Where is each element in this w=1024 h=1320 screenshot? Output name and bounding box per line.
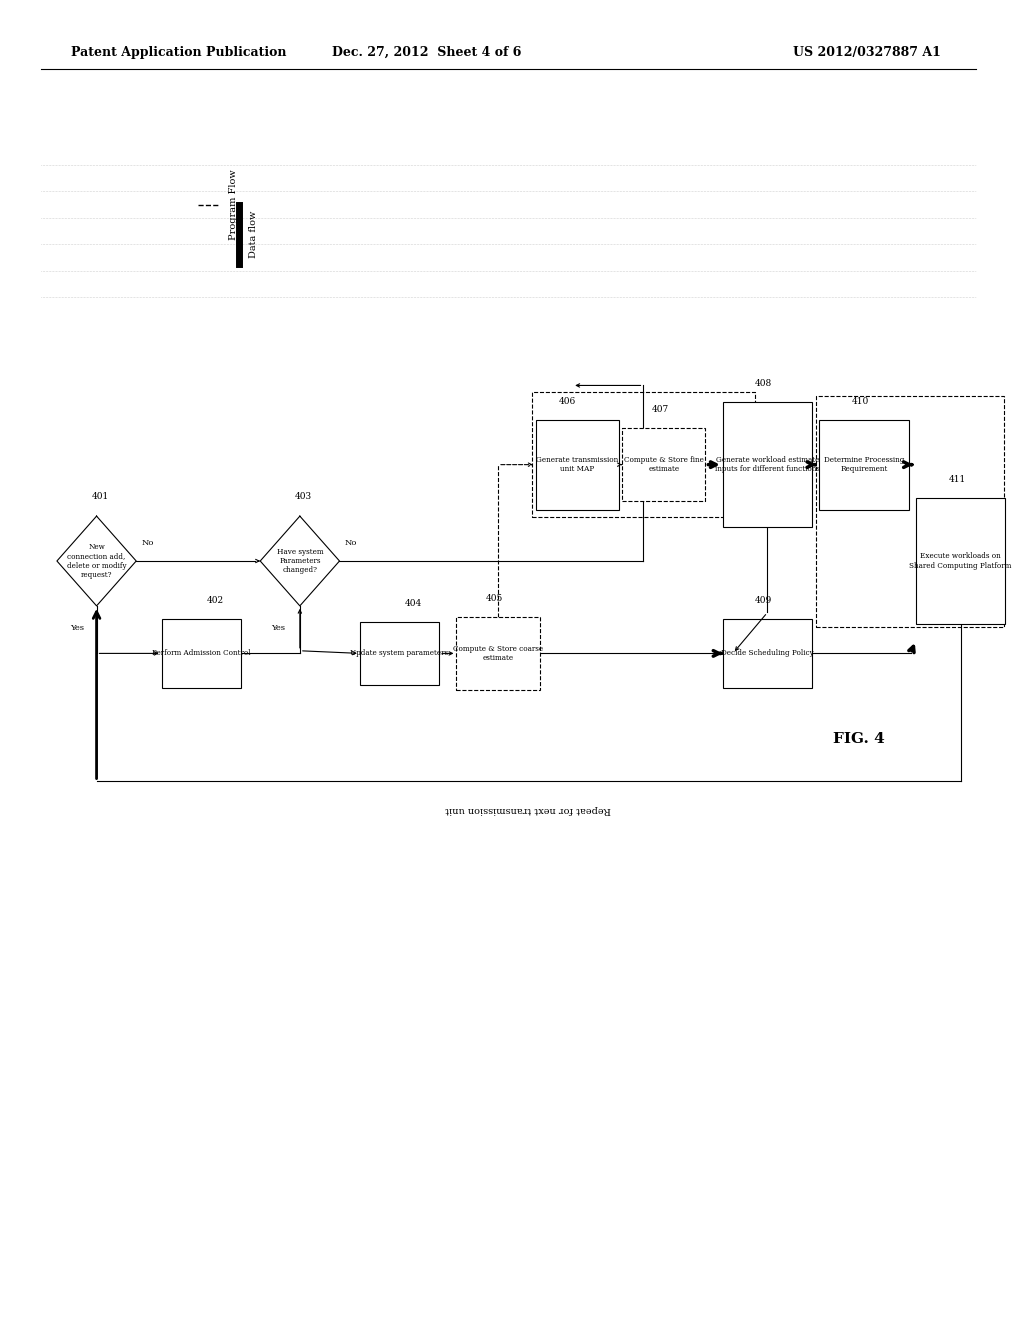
Text: Determine Processing
Requirement: Determine Processing Requirement xyxy=(823,455,904,474)
Text: Generate transmission
unit MAP: Generate transmission unit MAP xyxy=(537,455,618,474)
Text: Compute & Store coarse
estimate: Compute & Store coarse estimate xyxy=(453,644,543,663)
Text: No: No xyxy=(141,539,154,548)
Text: 411: 411 xyxy=(948,475,966,484)
Text: Update system parameters: Update system parameters xyxy=(350,649,449,657)
Text: Repeat for next transmission unit: Repeat for next transmission unit xyxy=(445,805,611,814)
FancyBboxPatch shape xyxy=(915,499,1006,624)
Text: 404: 404 xyxy=(404,599,422,609)
Text: 402: 402 xyxy=(207,597,223,606)
FancyBboxPatch shape xyxy=(723,619,812,688)
Text: 409: 409 xyxy=(756,597,772,606)
Text: US 2012/0327887 A1: US 2012/0327887 A1 xyxy=(793,46,941,59)
Text: FIG. 4: FIG. 4 xyxy=(834,733,885,746)
Text: Program Flow: Program Flow xyxy=(228,169,238,240)
Text: Data flow: Data flow xyxy=(249,211,258,257)
Text: No: No xyxy=(345,539,357,548)
Text: Compute & Store fine
estimate: Compute & Store fine estimate xyxy=(624,455,703,474)
Text: 407: 407 xyxy=(651,405,669,414)
Text: Have system
Parameters
changed?: Have system Parameters changed? xyxy=(276,548,324,574)
Text: Yes: Yes xyxy=(70,623,84,632)
Text: Dec. 27, 2012  Sheet 4 of 6: Dec. 27, 2012 Sheet 4 of 6 xyxy=(332,46,521,59)
Text: Perform Admission Control: Perform Admission Control xyxy=(152,649,251,657)
Text: Decide Scheduling Policy: Decide Scheduling Policy xyxy=(721,649,814,657)
Text: 403: 403 xyxy=(295,492,312,502)
FancyBboxPatch shape xyxy=(359,622,439,685)
FancyBboxPatch shape xyxy=(819,420,908,510)
FancyBboxPatch shape xyxy=(622,428,706,500)
Text: Execute workloads on
Shared Computing Platform: Execute workloads on Shared Computing Pl… xyxy=(909,552,1012,570)
Text: 408: 408 xyxy=(756,379,772,388)
Text: New
connection add,
delete or modify
request?: New connection add, delete or modify req… xyxy=(67,544,126,578)
FancyBboxPatch shape xyxy=(457,618,540,689)
Text: Yes: Yes xyxy=(271,623,286,632)
Text: 405: 405 xyxy=(485,594,503,603)
Text: 401: 401 xyxy=(91,492,109,502)
Text: Patent Application Publication: Patent Application Publication xyxy=(71,46,287,59)
FancyBboxPatch shape xyxy=(536,420,620,510)
Text: Generate workload estimate
inputs for different functions: Generate workload estimate inputs for di… xyxy=(715,455,820,474)
Text: 410: 410 xyxy=(852,397,869,407)
Text: 406: 406 xyxy=(559,397,577,407)
FancyBboxPatch shape xyxy=(162,619,241,688)
FancyBboxPatch shape xyxy=(723,401,812,527)
